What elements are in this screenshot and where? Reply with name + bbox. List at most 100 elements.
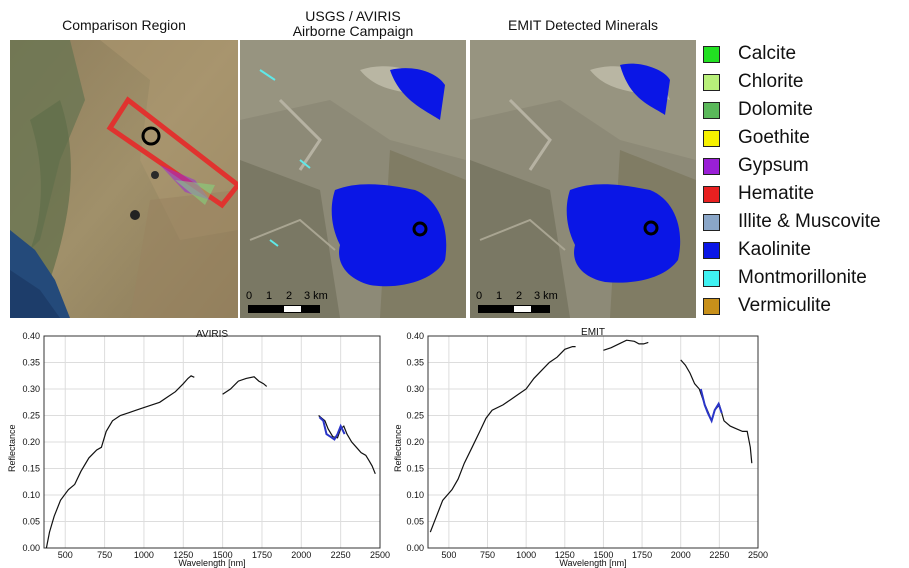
aviris-spectrum-chart: 500 750 1000 1250 1500 1750 2000 2250 2500 0.00 0.… xyxy=(0,322,392,568)
legend-swatch xyxy=(703,73,720,91)
y-tick-label: 0.25 xyxy=(406,411,424,421)
legend-swatch xyxy=(703,101,720,119)
scale-label-2: 2 xyxy=(286,290,293,302)
scale-label-3: 3 km xyxy=(534,290,558,302)
spectrum-line-segment-3 xyxy=(699,388,723,424)
scale-bar-graphic xyxy=(478,305,550,313)
y-tick-label: 0.20 xyxy=(406,437,424,447)
legend-item-chlorite: Chlorite xyxy=(703,69,803,95)
y-tick-label: 0.10 xyxy=(22,490,40,500)
y-tick-label: 0.00 xyxy=(22,543,40,553)
legend-swatch xyxy=(703,45,720,63)
legend-label: Montmorillonite xyxy=(738,267,867,288)
legend-item-dolomite: Dolomite xyxy=(703,97,813,123)
legend-swatch xyxy=(703,129,720,147)
y-tick-label: 0.15 xyxy=(22,464,40,474)
x-tick-label: 750 xyxy=(480,550,495,560)
y-tick-label: 0.35 xyxy=(406,358,424,368)
x-tick-label: 2500 xyxy=(370,550,390,560)
scale-label-1: 1 xyxy=(266,290,273,302)
scale-label-3: 3 km xyxy=(304,290,328,302)
legend-label: Goethite xyxy=(738,127,810,148)
aviris-chart-svg: 500 750 1000 1250 1500 1750 2000 2250 2500 0.00 0.… xyxy=(22,331,390,560)
spectrum-line-segment-2 xyxy=(318,415,376,475)
spectrum-line-segment-1 xyxy=(222,376,268,395)
aviris-panel-title: USGS / AVIRIS Airborne Campaign xyxy=(240,9,466,39)
legend-item-gypsum: Gypsum xyxy=(703,153,809,179)
x-tick-label: 2000 xyxy=(671,550,691,560)
legend-swatch xyxy=(703,241,720,259)
scale-bar-graphic xyxy=(248,305,320,313)
x-tick-label: 1250 xyxy=(173,550,193,560)
legend-swatch xyxy=(703,185,720,203)
legend-label: Dolomite xyxy=(738,99,813,120)
emit-mineral-map: 0 1 2 3 km xyxy=(470,40,696,318)
legend-label: Illite & Muscovite xyxy=(738,211,881,232)
legend-label: Calcite xyxy=(738,43,797,64)
comparison-region-map xyxy=(10,40,238,318)
spectrum-line-segment-1 xyxy=(603,339,649,351)
legend-item-kaolinite: Kaolinite xyxy=(703,237,811,263)
x-tick-label: 1500 xyxy=(213,550,233,560)
spectrum-line-segment-0 xyxy=(45,375,195,549)
y-tick-label: 0.15 xyxy=(406,464,424,474)
legend-item-hematite: Hematite xyxy=(703,181,814,207)
x-tick-label: 2250 xyxy=(709,550,729,560)
y-tick-label: 0.40 xyxy=(406,331,424,341)
legend-label: Gypsum xyxy=(738,155,809,176)
legend-label: Chlorite xyxy=(738,71,804,92)
scale-label-2: 2 xyxy=(516,290,523,302)
legend-item-illite-muscovite: Illite & Muscovite xyxy=(703,209,881,235)
aviris-mineral-map: 0 1 2 3 km xyxy=(240,40,466,318)
aviris-x-axis-label: Wavelength [nm] xyxy=(178,558,246,568)
comparison-region-title: Comparison Region xyxy=(62,17,186,33)
x-tick-label: 1000 xyxy=(134,550,154,560)
y-tick-label: 0.05 xyxy=(22,517,40,527)
aviris-scale-bar: 0 1 2 3 km xyxy=(246,290,336,314)
legend-swatch xyxy=(703,157,720,175)
legend-swatch xyxy=(703,213,720,231)
emit-spectrum-chart: 500 750 1000 1250 1500 1750 2000 2250 2500 0.00 0.… xyxy=(392,322,782,568)
legend-swatch xyxy=(703,269,720,287)
y-tick-label: 0.35 xyxy=(22,358,40,368)
x-tick-label: 1250 xyxy=(555,550,575,560)
aviris-y-axis-label: Reflectance xyxy=(7,424,17,472)
legend-item-vermiculite: Vermiculite xyxy=(703,293,831,319)
spectrum-line-segment-0 xyxy=(429,346,576,533)
x-tick-label: 1750 xyxy=(632,550,652,560)
aviris-chart-title: AVIRIS xyxy=(195,329,229,340)
x-tick-label: 500 xyxy=(441,550,456,560)
y-tick-label: 0.40 xyxy=(22,331,40,341)
x-tick-label: 2250 xyxy=(331,550,351,560)
legend-label: Hematite xyxy=(738,183,815,204)
emit-x-axis-label: Wavelength [nm] xyxy=(559,558,627,568)
emit-chart-title: EMIT xyxy=(581,327,605,338)
spectrum-line-segment-3 xyxy=(318,416,346,441)
x-tick-label: 1750 xyxy=(252,550,272,560)
y-tick-label: 0.30 xyxy=(406,384,424,394)
legend-item-calcite: Calcite xyxy=(703,41,796,67)
scale-label-0: 0 xyxy=(246,290,253,302)
y-tick-label: 0.30 xyxy=(22,384,40,394)
spectrum-line-segment-2 xyxy=(680,359,753,464)
aviris-title-line1: USGS / AVIRIS xyxy=(305,8,401,24)
plot-frame xyxy=(43,335,381,549)
emit-scale-bar: 0 1 2 3 km xyxy=(476,290,566,314)
x-tick-label: 1000 xyxy=(516,550,536,560)
scale-label-0: 0 xyxy=(476,290,483,302)
legend-item-goethite: Goethite xyxy=(703,125,810,151)
x-tick-label: 500 xyxy=(58,550,73,560)
x-tick-label: 750 xyxy=(97,550,112,560)
legend-item-montmorillonite: Montmorillonite xyxy=(703,265,867,291)
x-tick-label: 2500 xyxy=(748,550,768,560)
y-tick-label: 0.25 xyxy=(22,411,40,421)
plot-frame xyxy=(427,335,759,549)
y-tick-label: 0.20 xyxy=(22,437,40,447)
y-tick-label: 0.00 xyxy=(406,543,424,553)
legend-label: Vermiculite xyxy=(738,295,831,316)
legend-label: Kaolinite xyxy=(738,239,811,260)
emit-panel-title: EMIT Detected Minerals xyxy=(508,17,658,33)
y-tick-label: 0.10 xyxy=(406,490,424,500)
y-tick-label: 0.05 xyxy=(406,517,424,527)
x-tick-label: 2000 xyxy=(291,550,311,560)
